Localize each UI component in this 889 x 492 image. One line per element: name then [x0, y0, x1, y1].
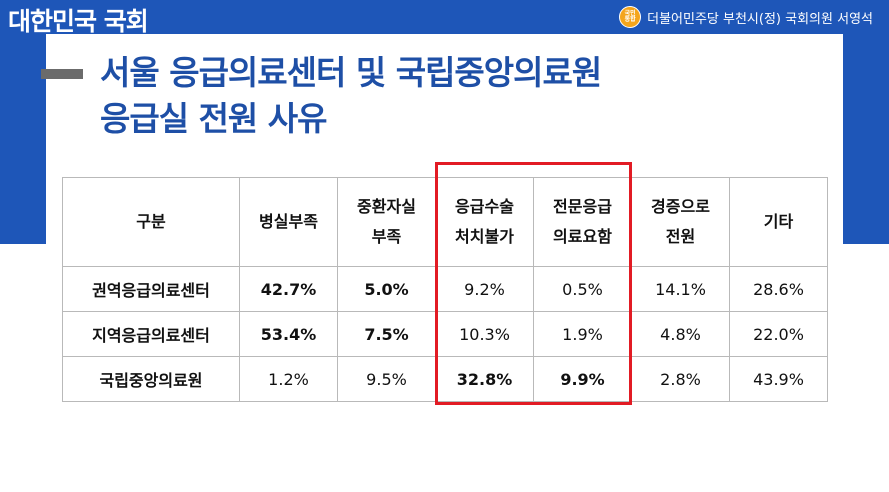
- party-logo-icon: 국민 통합: [619, 6, 642, 28]
- left-blue-border: [0, 34, 46, 244]
- table-cell: 53.4%: [239, 311, 338, 357]
- header-other: 기타: [729, 177, 828, 267]
- table-cell: 9.5%: [337, 356, 436, 402]
- header-icu-shortage: 중환자실 부족: [337, 177, 436, 267]
- table-row: 지역응급의료센터 53.4% 7.5% 10.3% 1.9% 4.8% 22.0…: [62, 311, 828, 357]
- table-cell: 5.0%: [337, 266, 436, 312]
- highlight-box: [435, 162, 632, 405]
- table-cell: 28.6%: [729, 266, 828, 312]
- party-info: 국민 통합 더불어민주당 부천시(정) 국회의원 서영석: [619, 6, 873, 28]
- header-category: 구분: [62, 177, 240, 267]
- table-cell: 1.2%: [239, 356, 338, 402]
- table-row: 국립중앙의료원 1.2% 9.5% 32.8% 9.9% 2.8% 43.9%: [62, 356, 828, 402]
- title-line-1: 서울 응급의료센터 및 국립중앙의료원: [100, 53, 602, 92]
- header-surgery-unavailable: 응급수술 처치불가: [435, 177, 534, 267]
- row-label: 지역응급의료센터: [62, 311, 240, 357]
- page-title: 서울 응급의료센터 및 국립중앙의료원 응급실 전원 사유: [100, 50, 602, 142]
- title-accent-bar: [41, 69, 83, 79]
- header-mild-transfer: 경증으로 전원: [631, 177, 730, 267]
- row-label: 국립중앙의료원: [62, 356, 240, 402]
- header-specialist-needed: 전문응급 의료요함: [533, 177, 632, 267]
- table-cell: 9.2%: [435, 266, 534, 312]
- table-cell: 0.5%: [533, 266, 632, 312]
- table-row: 권역응급의료센터 42.7% 5.0% 9.2% 0.5% 14.1% 28.6…: [62, 266, 828, 312]
- table-cell: 42.7%: [239, 266, 338, 312]
- table-cell: 2.8%: [631, 356, 730, 402]
- header-band: [0, 0, 889, 34]
- table-cell: 43.9%: [729, 356, 828, 402]
- row-label: 권역응급의료센터: [62, 266, 240, 312]
- table-cell: 22.0%: [729, 311, 828, 357]
- header-bed-shortage: 병실부족: [239, 177, 338, 267]
- table-cell: 4.8%: [631, 311, 730, 357]
- table-cell: 10.3%: [435, 311, 534, 357]
- table-cell: 1.9%: [533, 311, 632, 357]
- title-line-2: 응급실 전원 사유: [100, 99, 328, 138]
- table-cell: 14.1%: [631, 266, 730, 312]
- party-info-text: 더불어민주당 부천시(정) 국회의원 서영석: [647, 11, 873, 27]
- transfer-reason-table: 구분 병실부족 중환자실 부족 응급수술 처치불가 전문응급 의료요함 경증으로 전원 …: [62, 177, 828, 402]
- table-cell: 7.5%: [337, 311, 436, 357]
- right-blue-border: [843, 34, 889, 244]
- table-cell: 32.8%: [435, 356, 534, 402]
- brand-title: 대한민국 국회: [8, 7, 149, 36]
- table-header-row: 구분 병실부족 중환자실 부족 응급수술 처치불가 전문응급 의료요함 경증으로 전원 …: [62, 177, 828, 267]
